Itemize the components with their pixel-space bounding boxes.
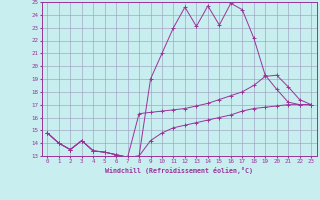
X-axis label: Windchill (Refroidissement éolien,°C): Windchill (Refroidissement éolien,°C) xyxy=(105,167,253,174)
